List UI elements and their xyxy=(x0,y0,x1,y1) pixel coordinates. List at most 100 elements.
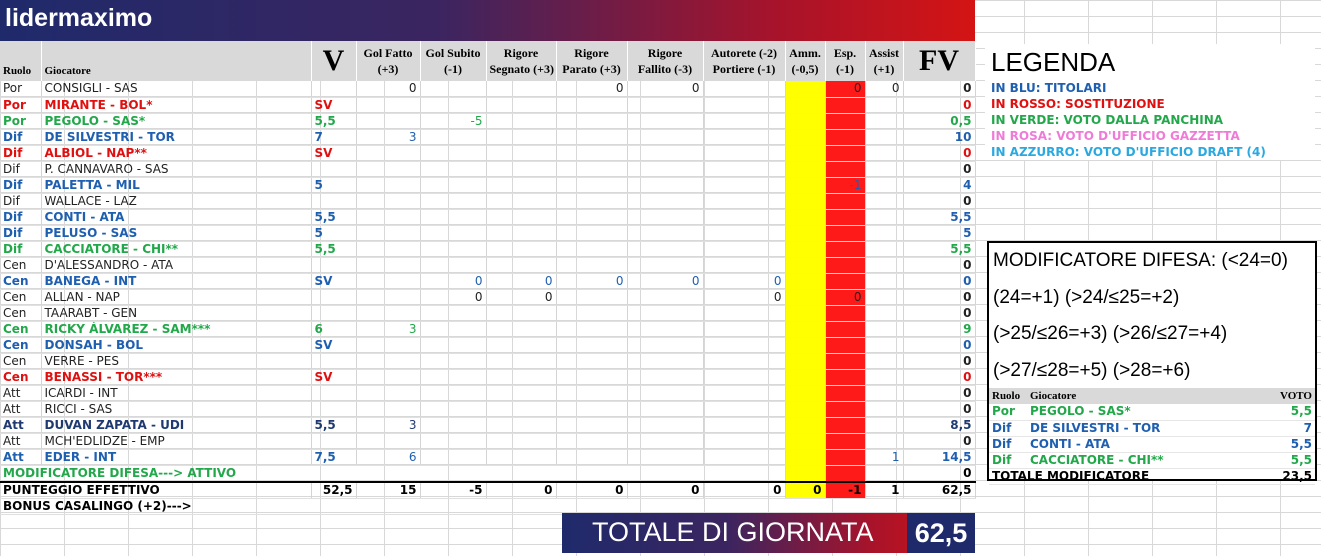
amm-cell[interactable] xyxy=(785,257,826,274)
fv-cell[interactable]: 0 xyxy=(903,161,976,178)
ruolo-cell[interactable]: Por xyxy=(0,97,42,114)
rigore-segnato-cell[interactable] xyxy=(486,337,557,354)
gol-subito-cell[interactable] xyxy=(420,97,487,114)
rigore-segnato-cell[interactable] xyxy=(486,401,557,418)
assist-cell[interactable] xyxy=(865,417,904,434)
assist-cell[interactable] xyxy=(865,225,904,242)
rigore-fallito-cell[interactable] xyxy=(627,289,704,306)
giocatore-cell[interactable]: CACCIATORE - CHI** xyxy=(41,241,312,258)
voto-cell[interactable]: 5 xyxy=(311,177,357,194)
autorete-cell[interactable] xyxy=(703,97,786,114)
rigore-segnato-cell[interactable] xyxy=(486,129,557,146)
ruolo-cell[interactable]: Dif xyxy=(0,145,42,162)
assist-cell[interactable] xyxy=(865,241,904,258)
gol-fatto-cell[interactable]: 0 xyxy=(356,81,421,98)
gol-subito-cell[interactable] xyxy=(420,321,487,338)
autorete-cell[interactable] xyxy=(703,177,786,194)
rigore-parato-cell[interactable] xyxy=(556,289,628,306)
fv-cell[interactable]: 0 xyxy=(903,305,976,322)
ruolo-cell[interactable]: Att xyxy=(0,433,42,450)
rigore-segnato-cell[interactable] xyxy=(486,417,557,434)
rigore-fallito-cell[interactable] xyxy=(627,129,704,146)
gol-fatto-cell[interactable] xyxy=(356,113,421,130)
voto-cell[interactable]: 7 xyxy=(311,129,357,146)
gol-subito-cell[interactable] xyxy=(420,177,487,194)
ruolo-cell[interactable]: Cen xyxy=(0,321,42,338)
ruolo-cell[interactable]: Cen xyxy=(0,337,42,354)
assist-cell[interactable] xyxy=(865,113,904,130)
gol-subito-cell[interactable] xyxy=(420,257,487,274)
assist-cell[interactable] xyxy=(865,401,904,418)
giocatore-cell[interactable]: DE SILVESTRI - TOR xyxy=(41,129,312,146)
ruolo-cell[interactable]: Cen xyxy=(0,353,42,370)
esp-cell[interactable] xyxy=(825,369,866,386)
fv-cell[interactable]: 0 xyxy=(903,353,976,370)
gol-fatto-cell[interactable] xyxy=(356,369,421,386)
voto-cell[interactable]: 5,5 xyxy=(311,241,357,258)
fv-cell[interactable]: 0 xyxy=(903,337,976,354)
amm-cell[interactable] xyxy=(785,433,826,450)
autorete-cell[interactable] xyxy=(703,369,786,386)
amm-cell[interactable] xyxy=(785,161,826,178)
rigore-segnato-cell[interactable] xyxy=(486,97,557,114)
ruolo-cell[interactable]: Por xyxy=(0,81,42,98)
ruolo-cell[interactable]: Cen xyxy=(0,369,42,386)
voto-cell[interactable]: 5 xyxy=(311,225,357,242)
voto-cell[interactable] xyxy=(311,81,357,98)
giocatore-cell[interactable]: BANEGA - INT xyxy=(41,273,312,290)
rigore-fallito-cell[interactable] xyxy=(627,321,704,338)
rigore-fallito-cell[interactable] xyxy=(627,257,704,274)
assist-cell[interactable] xyxy=(865,257,904,274)
giocatore-cell[interactable]: ALLAN - NAP xyxy=(41,289,312,306)
rigore-segnato-cell[interactable]: 0 xyxy=(486,289,557,306)
mod-cell[interactable]: Por xyxy=(989,404,1027,421)
gol-fatto-cell[interactable] xyxy=(356,177,421,194)
gol-subito-cell[interactable] xyxy=(420,161,487,178)
voto-cell[interactable] xyxy=(311,161,357,178)
rigore-segnato-cell[interactable] xyxy=(486,161,557,178)
rigore-fallito-cell[interactable] xyxy=(627,433,704,450)
mod-cell[interactable]: Dif xyxy=(989,452,1027,469)
gol-subito-cell[interactable] xyxy=(420,225,487,242)
assist-cell[interactable] xyxy=(865,369,904,386)
gol-fatto-cell[interactable] xyxy=(356,289,421,306)
amm-cell[interactable] xyxy=(785,353,826,370)
gol-fatto-cell[interactable] xyxy=(356,193,421,210)
gol-fatto-cell[interactable] xyxy=(356,401,421,418)
rigore-parato-cell[interactable] xyxy=(556,305,628,322)
assist-cell[interactable] xyxy=(865,433,904,450)
rigore-segnato-cell[interactable] xyxy=(486,209,557,226)
esp-cell[interactable]: -1 xyxy=(825,177,866,194)
esp-cell[interactable] xyxy=(825,97,866,114)
gol-subito-cell[interactable] xyxy=(420,449,487,466)
voto-cell[interactable]: 6 xyxy=(311,321,357,338)
rigore-segnato-cell[interactable] xyxy=(486,433,557,450)
autorete-cell[interactable] xyxy=(703,241,786,258)
rigore-parato-cell[interactable] xyxy=(556,353,628,370)
amm-cell[interactable] xyxy=(785,129,826,146)
fv-cell[interactable]: 9 xyxy=(903,321,976,338)
assist-cell[interactable] xyxy=(865,321,904,338)
ruolo-cell[interactable]: Cen xyxy=(0,273,42,290)
fv-cell[interactable]: 0 xyxy=(903,193,976,210)
rigore-segnato-cell[interactable] xyxy=(486,369,557,386)
rigore-fallito-cell[interactable] xyxy=(627,305,704,322)
mod-cell[interactable]: Dif xyxy=(989,420,1027,437)
autorete-cell[interactable] xyxy=(703,385,786,402)
rigore-segnato-cell[interactable] xyxy=(486,193,557,210)
rigore-fallito-cell[interactable] xyxy=(627,225,704,242)
esp-cell[interactable] xyxy=(825,433,866,450)
amm-cell[interactable] xyxy=(785,305,826,322)
amm-cell[interactable] xyxy=(785,145,826,162)
rigore-segnato-cell[interactable] xyxy=(486,225,557,242)
gol-fatto-cell[interactable] xyxy=(356,385,421,402)
rigore-parato-cell[interactable] xyxy=(556,97,628,114)
rigore-segnato-cell[interactable] xyxy=(486,145,557,162)
rigore-segnato-cell[interactable] xyxy=(486,177,557,194)
gol-subito-cell[interactable] xyxy=(420,417,487,434)
gol-subito-cell[interactable] xyxy=(420,209,487,226)
voto-cell[interactable]: 5,5 xyxy=(311,113,357,130)
rigore-fallito-cell[interactable] xyxy=(627,401,704,418)
rigore-parato-cell[interactable] xyxy=(556,193,628,210)
esp-cell[interactable] xyxy=(825,209,866,226)
